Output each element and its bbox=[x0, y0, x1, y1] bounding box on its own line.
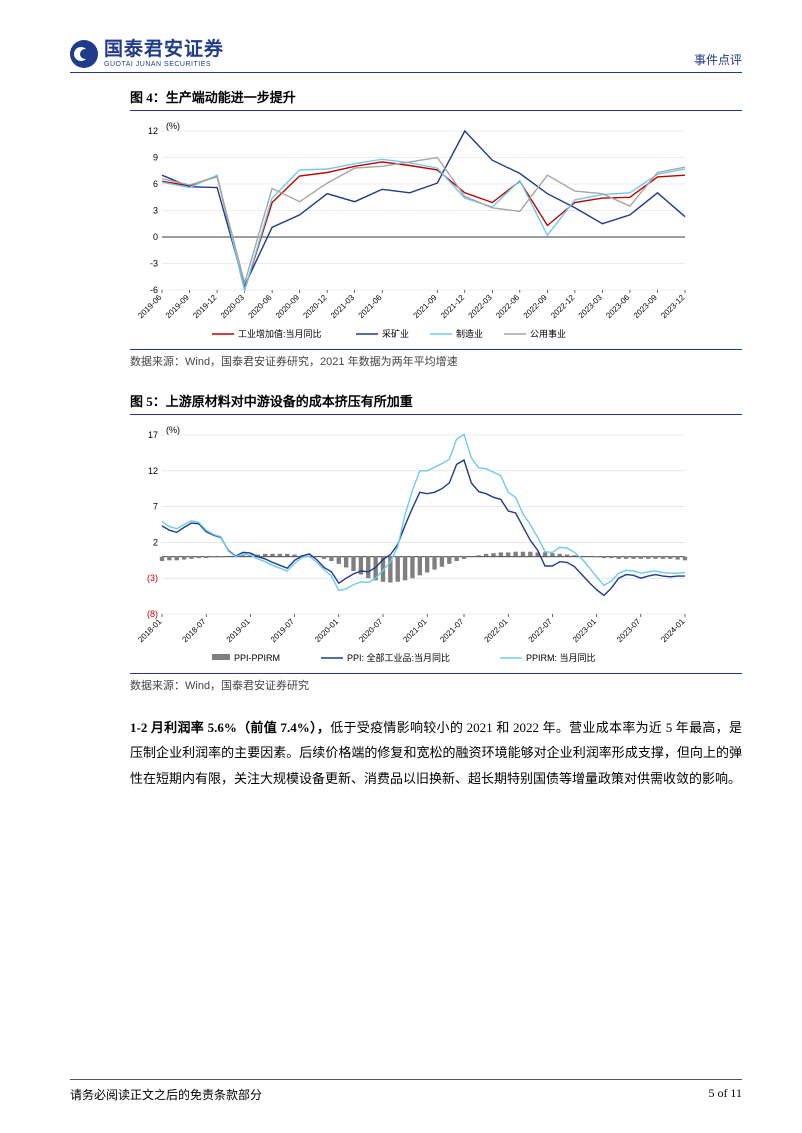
svg-text:2021-07: 2021-07 bbox=[438, 617, 466, 645]
svg-text:2018-01: 2018-01 bbox=[136, 617, 164, 645]
footer-disclaimer: 请务必阅读正文之后的免责条款部分 bbox=[70, 1086, 262, 1103]
svg-text:2023-07: 2023-07 bbox=[615, 617, 643, 645]
svg-text:2019-06: 2019-06 bbox=[136, 293, 164, 321]
svg-text:2021-03: 2021-03 bbox=[329, 293, 357, 321]
body-p1-bold: 1-2 月利润率 5.6%（前值 7.4%）， bbox=[130, 720, 330, 735]
logo-text-en: GUOTAI JUNAN SECURITIES bbox=[104, 61, 224, 68]
svg-text:2023-01: 2023-01 bbox=[571, 617, 599, 645]
svg-text:0: 0 bbox=[153, 232, 158, 242]
svg-text:2019-07: 2019-07 bbox=[269, 617, 297, 645]
svg-text:2019-01: 2019-01 bbox=[225, 617, 253, 645]
svg-text:2020-12: 2020-12 bbox=[301, 293, 329, 321]
svg-text:制造业: 制造业 bbox=[456, 328, 483, 339]
page-footer: 请务必阅读正文之后的免责条款部分 5 of 11 bbox=[70, 1079, 742, 1103]
svg-text:2020-01: 2020-01 bbox=[313, 617, 341, 645]
company-logo: 国泰君安证券 GUOTAI JUNAN SECURITIES bbox=[70, 40, 224, 68]
svg-text:2020-06: 2020-06 bbox=[246, 293, 274, 321]
figure-5-title: 图 5：上游原材料对中游设备的成本挤压有所加重 bbox=[130, 391, 742, 415]
svg-text:2024-01: 2024-01 bbox=[659, 617, 687, 645]
svg-text:2022-09: 2022-09 bbox=[522, 293, 550, 321]
svg-text:17: 17 bbox=[148, 430, 158, 440]
svg-text:2020-03: 2020-03 bbox=[219, 293, 247, 321]
svg-text:7: 7 bbox=[153, 502, 158, 512]
svg-text:2020-07: 2020-07 bbox=[357, 617, 385, 645]
svg-text:(%): (%) bbox=[166, 121, 180, 131]
svg-text:9: 9 bbox=[153, 153, 158, 163]
svg-text:PPIRM: 当月同比: PPIRM: 当月同比 bbox=[526, 652, 596, 663]
svg-text:2023-03: 2023-03 bbox=[577, 293, 605, 321]
svg-text:工业增加值:当月同比: 工业增加值:当月同比 bbox=[238, 328, 322, 339]
figure-4-title: 图 4：生产端动能进一步提升 bbox=[130, 87, 742, 111]
figure-5-source: 数据来源：Wind，国泰君安证券研究 bbox=[130, 673, 742, 693]
svg-text:2: 2 bbox=[153, 537, 158, 547]
svg-text:2019-12: 2019-12 bbox=[191, 293, 219, 321]
svg-text:2019-09: 2019-09 bbox=[164, 293, 192, 321]
page-header: 国泰君安证券 GUOTAI JUNAN SECURITIES 事件点评 bbox=[70, 40, 742, 73]
svg-text:3: 3 bbox=[153, 206, 158, 216]
svg-text:2022-12: 2022-12 bbox=[549, 293, 577, 321]
svg-text:6: 6 bbox=[153, 179, 158, 189]
figure-4-source: 数据来源：Wind，国泰君安证券研究，2021 年数据为两年平均增速 bbox=[130, 349, 742, 369]
svg-text:2018-07: 2018-07 bbox=[180, 617, 208, 645]
svg-text:2021-01: 2021-01 bbox=[401, 617, 429, 645]
svg-text:2022-01: 2022-01 bbox=[483, 617, 511, 645]
svg-text:-3: -3 bbox=[150, 259, 158, 269]
svg-text:2023-06: 2023-06 bbox=[604, 293, 632, 321]
svg-text:2022-07: 2022-07 bbox=[527, 617, 555, 645]
svg-text:2023-09: 2023-09 bbox=[632, 293, 660, 321]
svg-text:(%): (%) bbox=[166, 425, 180, 435]
svg-text:2022-03: 2022-03 bbox=[467, 293, 495, 321]
svg-text:采矿业: 采矿业 bbox=[382, 328, 409, 339]
document-type: 事件点评 bbox=[694, 51, 742, 68]
body-paragraph-1: 1-2 月利润率 5.6%（前值 7.4%），低于受疫情影响较小的 2021 和… bbox=[130, 715, 742, 791]
svg-text:公用事业: 公用事业 bbox=[530, 328, 566, 339]
svg-text:PPI: 全部工业品:当月同比: PPI: 全部工业品:当月同比 bbox=[347, 652, 450, 663]
svg-text:12: 12 bbox=[148, 126, 158, 136]
svg-text:2021-06: 2021-06 bbox=[357, 293, 385, 321]
svg-text:(3): (3) bbox=[147, 573, 158, 583]
figure-5-chart: (%)271217(3)(8)2018-012018-072019-012019… bbox=[130, 421, 742, 669]
svg-text:12: 12 bbox=[148, 466, 158, 476]
figure-4-chart: (%)-6-30369122019-062019-092019-122020-0… bbox=[130, 117, 742, 345]
svg-text:PPI-PPIRM: PPI-PPIRM bbox=[234, 653, 280, 663]
logo-icon bbox=[70, 40, 98, 68]
logo-text-cn: 国泰君安证券 bbox=[104, 40, 224, 59]
svg-text:2023-12: 2023-12 bbox=[659, 293, 687, 321]
footer-page-number: 5 of 11 bbox=[708, 1086, 742, 1103]
svg-text:2021-12: 2021-12 bbox=[439, 293, 467, 321]
svg-text:2020-09: 2020-09 bbox=[274, 293, 302, 321]
svg-text:2022-06: 2022-06 bbox=[494, 293, 522, 321]
svg-text:2021-09: 2021-09 bbox=[412, 293, 440, 321]
